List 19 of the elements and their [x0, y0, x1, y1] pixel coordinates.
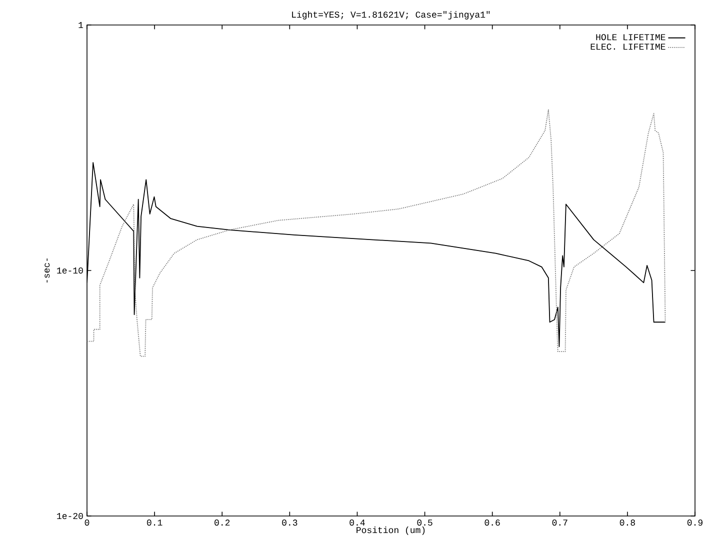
- x-tick-label: 0.1: [147, 520, 162, 526]
- y-axis-title: -sec-: [44, 258, 50, 283]
- x-tick-label: 0.9: [687, 520, 702, 526]
- x-tick-label: 0.3: [282, 520, 298, 526]
- x-tick-label: 0.6: [484, 520, 500, 526]
- legend-label: HOLE LIFETIME: [596, 34, 666, 40]
- y-tick-label: 1: [78, 22, 84, 28]
- x-tick-label: 0: [84, 520, 90, 526]
- chart-title: Light=YES; V=1.81621V; Case="jingya1": [292, 11, 490, 20]
- y-tick-label: 1e-20: [57, 512, 83, 520]
- y-tick-label: 1e-10: [57, 267, 83, 274]
- legend-label: ELEC. LIFETIME: [590, 44, 666, 50]
- x-axis-title: Position (um): [356, 526, 425, 535]
- x-tick-label: 0.2: [214, 520, 230, 526]
- x-tick-label: 0.5: [417, 520, 432, 526]
- line-series: [87, 109, 666, 357]
- x-tick-label: 0.4: [350, 520, 365, 526]
- x-tick-label: 0.7: [552, 520, 568, 526]
- x-tick-label: 0.8: [620, 520, 635, 526]
